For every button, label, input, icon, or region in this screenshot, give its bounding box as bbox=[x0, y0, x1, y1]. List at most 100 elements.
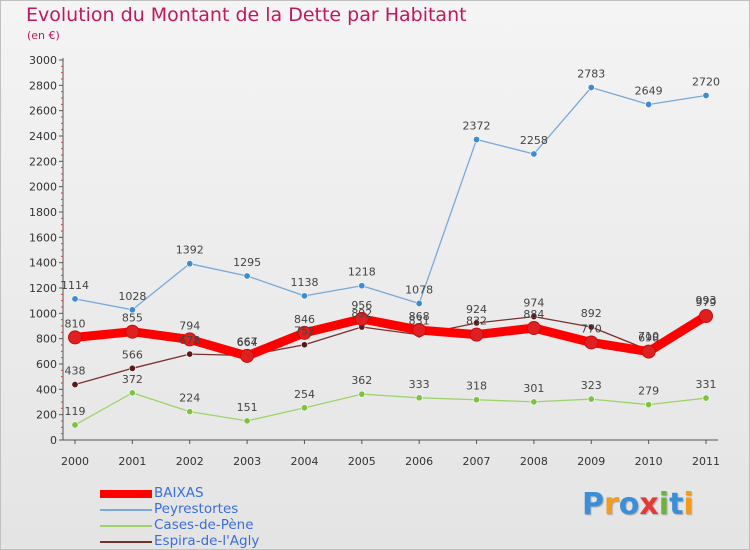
legend-item: Espira-de-l'Agly bbox=[100, 533, 340, 549]
data-label-peyrestortes: 1392 bbox=[176, 244, 204, 257]
data-point-peyrestortes bbox=[358, 282, 366, 290]
data-point-baixas bbox=[526, 321, 541, 336]
legend-label: Espira-de-l'Agly bbox=[154, 533, 260, 549]
data-label-baixas: 832 bbox=[466, 315, 487, 328]
series-line-cases-de-p-ne bbox=[74, 392, 707, 426]
data-label-cases-de-p-ne: 323 bbox=[581, 379, 602, 392]
data-label-cases-de-p-ne: 372 bbox=[122, 373, 143, 386]
data-point-peyrestortes bbox=[645, 100, 653, 108]
data-point-peyrestortes bbox=[186, 260, 194, 268]
data-label-peyrestortes: 1114 bbox=[61, 279, 89, 292]
data-label-baixas: 810 bbox=[65, 317, 86, 330]
data-label-peyrestortes: 1218 bbox=[348, 266, 376, 279]
series-line-espira-de-l-agly bbox=[74, 313, 707, 386]
data-point-cases-de-p-ne bbox=[702, 394, 710, 402]
x-tick-label: 2001 bbox=[118, 455, 146, 468]
data-label-espira-de-l-agly: 667 bbox=[237, 336, 258, 349]
y-tick-label: 2200 bbox=[29, 155, 57, 168]
data-point-cases-de-p-ne bbox=[186, 408, 194, 416]
series-line-baixas bbox=[70, 311, 711, 361]
series-line-peyrestortes bbox=[74, 86, 707, 311]
data-point-espira-de-l-agly bbox=[587, 323, 595, 331]
data-point-baixas bbox=[469, 327, 484, 342]
x-tick-label: 2011 bbox=[692, 455, 720, 468]
y-tick-label: 400 bbox=[36, 383, 57, 396]
data-point-cases-de-p-ne bbox=[415, 394, 423, 402]
x-tick-label: 2007 bbox=[463, 455, 491, 468]
y-tick-label: 1000 bbox=[29, 307, 57, 320]
chart-subtitle: (en €) bbox=[27, 29, 60, 42]
data-label-baixas: 770 bbox=[581, 322, 602, 335]
data-label-espira-de-l-agly: 678 bbox=[179, 334, 200, 347]
legend-item: Cases-de-Pène bbox=[100, 517, 340, 533]
data-point-cases-de-p-ne bbox=[587, 395, 595, 403]
data-label-baixas: 855 bbox=[122, 312, 143, 325]
data-point-cases-de-p-ne bbox=[243, 417, 251, 425]
x-tick-label: 2003 bbox=[233, 455, 261, 468]
data-label-baixas: 884 bbox=[523, 308, 544, 321]
data-label-espira-de-l-agly: 710 bbox=[638, 330, 659, 343]
data-label-cases-de-p-ne: 119 bbox=[65, 405, 86, 418]
data-point-cases-de-p-ne bbox=[128, 389, 136, 397]
data-point-peyrestortes bbox=[587, 83, 595, 91]
x-tick-label: 2010 bbox=[635, 455, 663, 468]
data-point-cases-de-p-ne bbox=[530, 398, 538, 406]
data-point-baixas bbox=[641, 344, 656, 359]
data-label-espira-de-l-agly: 752 bbox=[294, 325, 315, 338]
data-point-espira-de-l-agly bbox=[128, 364, 136, 372]
data-point-baixas bbox=[68, 330, 82, 345]
y-tick-label: 1200 bbox=[29, 282, 57, 295]
legend-label: BAIXAS bbox=[154, 485, 204, 501]
data-label-cases-de-p-ne: 254 bbox=[294, 388, 315, 401]
data-label-cases-de-p-ne: 279 bbox=[638, 385, 659, 398]
x-tick-label: 2000 bbox=[61, 455, 89, 468]
data-point-cases-de-p-ne bbox=[358, 390, 366, 398]
y-tick-label: 600 bbox=[36, 358, 57, 371]
data-label-cases-de-p-ne: 301 bbox=[523, 382, 544, 395]
x-tick-label: 2008 bbox=[520, 455, 548, 468]
data-point-peyrestortes bbox=[415, 299, 423, 307]
data-point-espira-de-l-agly bbox=[473, 319, 481, 327]
y-tick-label: 1800 bbox=[29, 206, 57, 219]
y-tick-label: 3000 bbox=[29, 54, 57, 67]
data-label-baixas: 794 bbox=[179, 319, 200, 332]
data-label-peyrestortes: 2783 bbox=[577, 67, 605, 80]
data-label-baixas: 868 bbox=[409, 310, 430, 323]
data-point-peyrestortes bbox=[530, 150, 538, 158]
x-tick-label: 2005 bbox=[348, 455, 376, 468]
legend-label: Peyrestortes bbox=[154, 501, 239, 517]
y-tick-label: 2800 bbox=[29, 79, 57, 92]
data-label-espira-de-l-agly: 993 bbox=[696, 294, 717, 307]
legend-swatch bbox=[100, 509, 152, 511]
data-label-espira-de-l-agly: 831 bbox=[409, 315, 430, 328]
data-label-espira-de-l-agly: 974 bbox=[523, 297, 544, 310]
data-point-peyrestortes bbox=[71, 295, 79, 303]
data-label-peyrestortes: 1078 bbox=[405, 283, 433, 296]
data-point-baixas bbox=[584, 335, 599, 350]
legend-item: Peyrestortes bbox=[100, 501, 340, 517]
y-tick-label: 1600 bbox=[29, 231, 57, 244]
x-tick-label: 2009 bbox=[577, 455, 605, 468]
data-label-baixas: 698 bbox=[638, 332, 659, 345]
data-label-cases-de-p-ne: 362 bbox=[351, 374, 372, 387]
data-label-peyrestortes: 1138 bbox=[290, 276, 318, 289]
data-label-baixas: 664 bbox=[237, 336, 258, 349]
data-label-peyrestortes: 2258 bbox=[520, 134, 548, 147]
data-point-baixas bbox=[182, 332, 197, 347]
x-tick-label: 2006 bbox=[405, 455, 433, 468]
chart-title: Evolution du Montant de la Dette par Hab… bbox=[26, 4, 467, 26]
x-tick-label: 2002 bbox=[176, 455, 204, 468]
data-label-peyrestortes: 1028 bbox=[118, 290, 146, 303]
data-label-cases-de-p-ne: 318 bbox=[466, 380, 487, 393]
data-point-peyrestortes bbox=[300, 292, 308, 300]
data-label-espira-de-l-agly: 566 bbox=[122, 348, 143, 361]
legend-label: Cases-de-Pène bbox=[154, 517, 254, 533]
y-tick-label: 2000 bbox=[29, 181, 57, 194]
data-point-baixas bbox=[699, 308, 713, 323]
data-point-peyrestortes bbox=[702, 91, 710, 99]
data-label-peyrestortes: 1295 bbox=[233, 256, 261, 269]
data-label-cases-de-p-ne: 224 bbox=[179, 392, 200, 405]
legend-swatch bbox=[100, 490, 152, 498]
data-point-baixas bbox=[125, 324, 140, 339]
